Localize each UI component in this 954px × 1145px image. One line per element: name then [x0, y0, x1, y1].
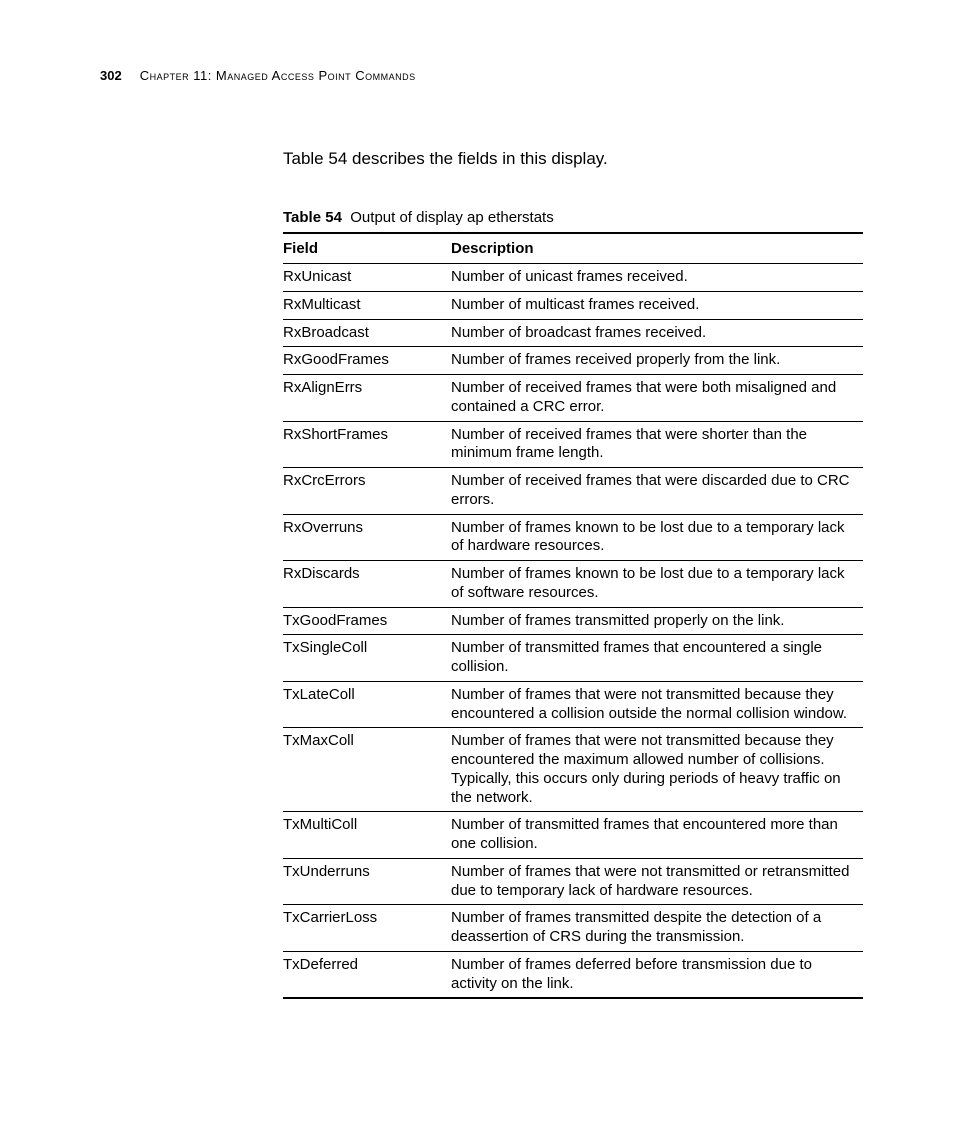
- body-block: Table 54 describes the fields in this di…: [283, 149, 863, 999]
- cell-description: Number of frames known to be lost due to…: [451, 561, 863, 608]
- page: 302 Chapter 11: Managed Access Point Com…: [0, 0, 954, 1145]
- table-row: TxUnderrunsNumber of frames that were no…: [283, 858, 863, 905]
- cell-field: TxMaxColl: [283, 728, 451, 812]
- cell-description: Number of frames received properly from …: [451, 347, 863, 375]
- table-row: RxDiscardsNumber of frames known to be l…: [283, 561, 863, 608]
- cell-description: Number of received frames that were shor…: [451, 421, 863, 468]
- table-row: RxGoodFramesNumber of frames received pr…: [283, 347, 863, 375]
- cell-field: TxGoodFrames: [283, 607, 451, 635]
- cell-field: RxBroadcast: [283, 319, 451, 347]
- cell-field: RxMulticast: [283, 291, 451, 319]
- cell-description: Number of frames transmitted despite the…: [451, 905, 863, 952]
- cell-field: TxMultiColl: [283, 812, 451, 859]
- table-row: TxSingleCollNumber of transmitted frames…: [283, 635, 863, 682]
- col-header-field: Field: [283, 233, 451, 264]
- chapter-label: Chapter 11: Managed Access Point Command…: [140, 68, 416, 83]
- cell-field: RxCrcErrors: [283, 468, 451, 515]
- cell-description: Number of multicast frames received.: [451, 291, 863, 319]
- cell-field: RxGoodFrames: [283, 347, 451, 375]
- table-caption-number: Table 54: [283, 209, 342, 226]
- table-row: TxLateCollNumber of frames that were not…: [283, 681, 863, 728]
- table-row: RxOverrunsNumber of frames known to be l…: [283, 514, 863, 561]
- cell-field: RxUnicast: [283, 264, 451, 292]
- table-caption: Table 54 Output of display ap etherstats: [283, 209, 863, 226]
- table-header-row: Field Description: [283, 233, 863, 264]
- running-header: 302 Chapter 11: Managed Access Point Com…: [100, 68, 870, 83]
- cell-field: RxShortFrames: [283, 421, 451, 468]
- table-row: RxAlignErrsNumber of received frames tha…: [283, 375, 863, 422]
- cell-field: RxAlignErrs: [283, 375, 451, 422]
- table-row: TxDeferredNumber of frames deferred befo…: [283, 951, 863, 998]
- cell-description: Number of transmitted frames that encoun…: [451, 812, 863, 859]
- table-row: TxCarrierLossNumber of frames transmitte…: [283, 905, 863, 952]
- cell-field: TxCarrierLoss: [283, 905, 451, 952]
- cell-description: Number of frames that were not transmitt…: [451, 681, 863, 728]
- cell-field: TxLateColl: [283, 681, 451, 728]
- table-row: RxCrcErrorsNumber of received frames tha…: [283, 468, 863, 515]
- cell-description: Number of received frames that were both…: [451, 375, 863, 422]
- table-row: RxMulticastNumber of multicast frames re…: [283, 291, 863, 319]
- cell-description: Number of frames that were not transmitt…: [451, 728, 863, 812]
- cell-field: RxDiscards: [283, 561, 451, 608]
- col-header-description: Description: [451, 233, 863, 264]
- cell-description: Number of frames known to be lost due to…: [451, 514, 863, 561]
- cell-description: Number of unicast frames received.: [451, 264, 863, 292]
- table-row: TxMaxCollNumber of frames that were not …: [283, 728, 863, 812]
- cell-description: Number of received frames that were disc…: [451, 468, 863, 515]
- cell-description: Number of frames deferred before transmi…: [451, 951, 863, 998]
- table-row: TxMultiCollNumber of transmitted frames …: [283, 812, 863, 859]
- table-row: RxUnicastNumber of unicast frames receiv…: [283, 264, 863, 292]
- etherstats-table: Field Description RxUnicastNumber of uni…: [283, 232, 863, 999]
- cell-field: TxUnderruns: [283, 858, 451, 905]
- cell-field: TxDeferred: [283, 951, 451, 998]
- table-row: RxShortFramesNumber of received frames t…: [283, 421, 863, 468]
- cell-description: Number of broadcast frames received.: [451, 319, 863, 347]
- cell-description: Number of transmitted frames that encoun…: [451, 635, 863, 682]
- cell-description: Number of frames transmitted properly on…: [451, 607, 863, 635]
- intro-text: Table 54 describes the fields in this di…: [283, 149, 863, 169]
- page-number: 302: [100, 68, 122, 83]
- table-row: TxGoodFramesNumber of frames transmitted…: [283, 607, 863, 635]
- cell-field: RxOverruns: [283, 514, 451, 561]
- table-row: RxBroadcastNumber of broadcast frames re…: [283, 319, 863, 347]
- table-caption-title: Output of display ap etherstats: [350, 209, 553, 226]
- cell-description: Number of frames that were not transmitt…: [451, 858, 863, 905]
- cell-field: TxSingleColl: [283, 635, 451, 682]
